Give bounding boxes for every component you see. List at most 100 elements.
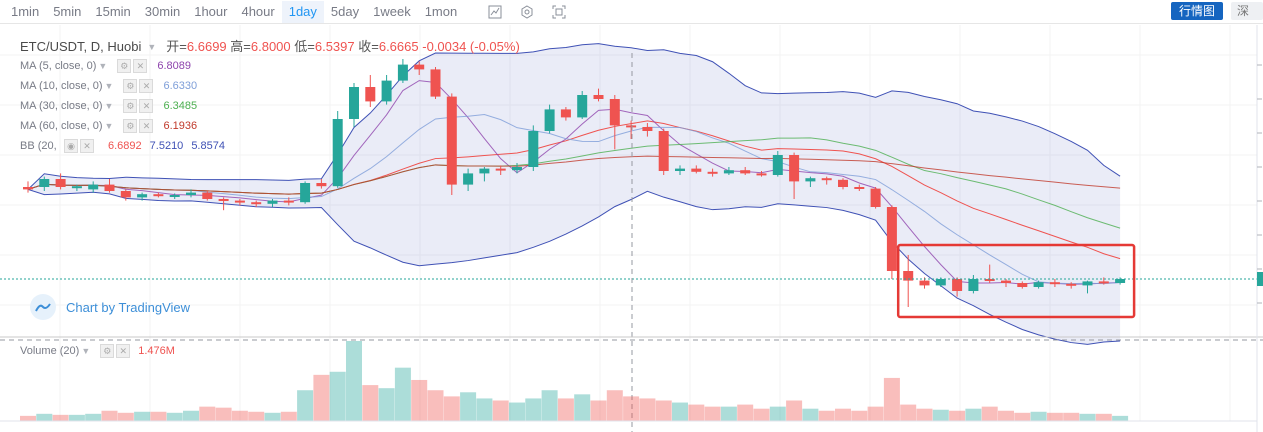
tradingview-watermark[interactable]: Chart by TradingView bbox=[30, 294, 190, 320]
interval-4hour[interactable]: 4hour bbox=[241, 4, 275, 19]
bb-basis-value: 6.6892 bbox=[108, 140, 142, 152]
candle-body bbox=[39, 179, 50, 187]
indicator-name[interactable]: MA (30, close, 0) bbox=[20, 100, 103, 112]
volume-bar bbox=[965, 408, 982, 421]
watermark-text[interactable]: Chart by TradingView bbox=[66, 299, 191, 315]
indicator-name[interactable]: MA (5, close, 0) bbox=[20, 60, 97, 72]
candle-body bbox=[202, 192, 213, 199]
chevron-down-icon[interactable]: ▼ bbox=[81, 346, 91, 356]
volume-bar bbox=[737, 404, 754, 421]
settings-icon[interactable]: ⚙ bbox=[100, 344, 115, 358]
candle-body bbox=[723, 170, 734, 174]
close-icon[interactable]: ✕ bbox=[133, 59, 148, 73]
volume-bar bbox=[313, 374, 330, 421]
candle-body bbox=[789, 155, 800, 182]
quote-chart-button[interactable]: 行情图 bbox=[1170, 2, 1223, 20]
ohlc-values: 开=6.6699 高=6.8000 低=6.5397 收=6.6665 -0.0… bbox=[166, 38, 520, 56]
volume-bar bbox=[720, 406, 737, 421]
candle-body bbox=[71, 186, 82, 189]
bb-name[interactable]: BB (20, 2) bbox=[20, 140, 58, 152]
indicator-name[interactable]: MA (60, close, 0) bbox=[20, 120, 103, 132]
chevron-down-icon[interactable]: ▼ bbox=[104, 81, 114, 91]
interval-1week[interactable]: 1week bbox=[373, 4, 411, 19]
candle-body bbox=[886, 207, 897, 271]
candle-body bbox=[88, 184, 99, 190]
settings-icon[interactable]: ⚙ bbox=[117, 59, 132, 73]
candle-body bbox=[153, 194, 164, 197]
indicator-name[interactable]: MA (10, close, 0) bbox=[20, 80, 103, 92]
candlestick-chart[interactable] bbox=[0, 25, 1263, 432]
candle-body bbox=[23, 187, 33, 190]
indicator-value: 6.1936 bbox=[163, 120, 198, 132]
chart-legend: ETC/USDT, D, Huobi ▼ 开=6.6699 高=6.8000 低… bbox=[20, 38, 520, 156]
bb-legend-row: BB (20, 2) ◉ ✕ 6.6892 7.5210 5.8574 bbox=[20, 136, 520, 156]
interval-30min[interactable]: 30min bbox=[144, 4, 181, 19]
interval-1mon[interactable]: 1mon bbox=[424, 4, 458, 19]
close-icon[interactable]: ✕ bbox=[80, 139, 94, 153]
candle-body bbox=[1066, 283, 1077, 286]
volume-bar bbox=[134, 411, 151, 421]
candle-body bbox=[495, 168, 506, 171]
interval-1min[interactable]: 1min bbox=[11, 4, 40, 19]
candle-body bbox=[544, 109, 555, 131]
candle-body bbox=[919, 280, 930, 286]
volume-bar bbox=[639, 398, 656, 421]
chart-toolbar: 1min 5min 15min 30min 1hour 4hour 1day 5day 1wee… bbox=[0, 0, 1263, 24]
volume-bar bbox=[231, 410, 248, 421]
interval-1day[interactable]: 1day bbox=[281, 1, 324, 23]
chevron-down-icon[interactable]: ▼ bbox=[98, 61, 108, 71]
low-value: 6.5397 bbox=[314, 39, 355, 54]
symbol-name[interactable]: ETC/USDT, D, Huobi bbox=[20, 39, 142, 54]
volume-bar bbox=[1014, 412, 1031, 421]
change-value: -0.0034 (-0.05%) bbox=[422, 39, 520, 54]
candle-body bbox=[120, 191, 131, 198]
volume-bar bbox=[867, 406, 884, 421]
ma-legend-row: MA (30, close, 0) ▼ ⚙ ✕ 6.3485 bbox=[20, 96, 520, 116]
interval-5day[interactable]: 5day bbox=[330, 4, 360, 19]
candle-body bbox=[283, 200, 294, 203]
indicator-value: 6.6330 bbox=[163, 80, 198, 92]
volume-bar bbox=[1079, 413, 1096, 421]
candle-body bbox=[675, 168, 685, 171]
volume-bar bbox=[394, 367, 411, 421]
candle-body bbox=[870, 188, 881, 207]
interval-1hour[interactable]: 1hour bbox=[194, 4, 228, 19]
settings-icon[interactable]: ⚙ bbox=[123, 79, 138, 93]
volume-bar bbox=[623, 396, 640, 421]
candle-body bbox=[137, 194, 148, 198]
indicators-icon[interactable] bbox=[484, 2, 506, 22]
interval-15min[interactable]: 15min bbox=[95, 4, 131, 19]
volume-bar bbox=[443, 396, 460, 421]
volume-name[interactable]: Volume (20) bbox=[20, 345, 80, 357]
close-icon[interactable]: ✕ bbox=[139, 119, 154, 133]
candle-body bbox=[577, 95, 588, 118]
volume-value: 1.476M bbox=[138, 345, 175, 357]
fullscreen-icon[interactable] bbox=[548, 2, 570, 22]
volume-bar bbox=[590, 400, 607, 421]
settings-icon[interactable]: ⚙ bbox=[123, 99, 138, 113]
volume-bar bbox=[215, 407, 232, 421]
settings-icon[interactable]: ⚙ bbox=[123, 119, 138, 133]
depth-chart-button[interactable]: 深度图 bbox=[1231, 2, 1263, 20]
ma-legend-row: MA (60, close, 0) ▼ ⚙ ✕ 6.1936 bbox=[20, 116, 520, 136]
volume-bar bbox=[117, 412, 134, 421]
volume-bar bbox=[280, 411, 297, 421]
candle-body bbox=[349, 87, 359, 119]
close-icon[interactable]: ✕ bbox=[116, 344, 131, 358]
close-icon[interactable]: ✕ bbox=[139, 79, 154, 93]
close-icon[interactable]: ✕ bbox=[139, 99, 154, 113]
volume-bar bbox=[183, 410, 199, 421]
chevron-down-icon[interactable]: ▼ bbox=[104, 121, 114, 131]
volume-bar bbox=[199, 406, 216, 421]
candle-body bbox=[903, 271, 914, 281]
interval-selector: 1min 5min 15min 30min 1hour 4hour 1day 5day 1wee… bbox=[4, 0, 464, 24]
eye-icon[interactable]: ◉ bbox=[64, 139, 78, 153]
volume-bar bbox=[883, 377, 900, 421]
settings-icon[interactable] bbox=[516, 2, 538, 22]
chevron-down-icon[interactable]: ▼ bbox=[147, 42, 157, 52]
candle-body bbox=[104, 184, 115, 191]
chevron-down-icon[interactable]: ▼ bbox=[104, 101, 114, 111]
interval-5min[interactable]: 5min bbox=[53, 4, 82, 19]
ma-legend-row: MA (5, close, 0) ▼ ⚙ ✕ 6.8089 bbox=[20, 56, 520, 76]
tradingview-logo-icon bbox=[30, 294, 56, 320]
